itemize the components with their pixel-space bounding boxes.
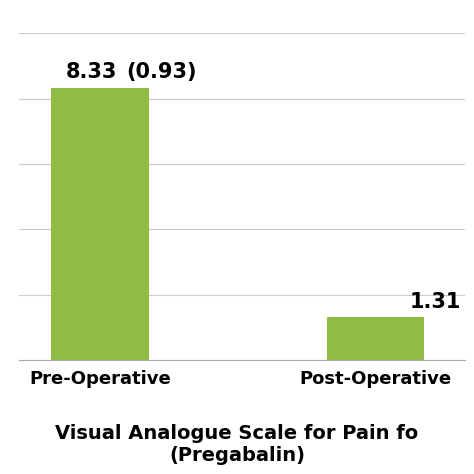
Text: Visual Analogue Scale for Pain fo
(Pregabalin): Visual Analogue Scale for Pain fo (Prega… [55, 424, 419, 465]
Bar [327, 318, 424, 360]
Bar [51, 88, 148, 360]
Text: 8.33: 8.33 [66, 62, 118, 82]
Text: 1.31: 1.31 [410, 292, 461, 311]
Text: (0.93): (0.93) [126, 62, 197, 82]
